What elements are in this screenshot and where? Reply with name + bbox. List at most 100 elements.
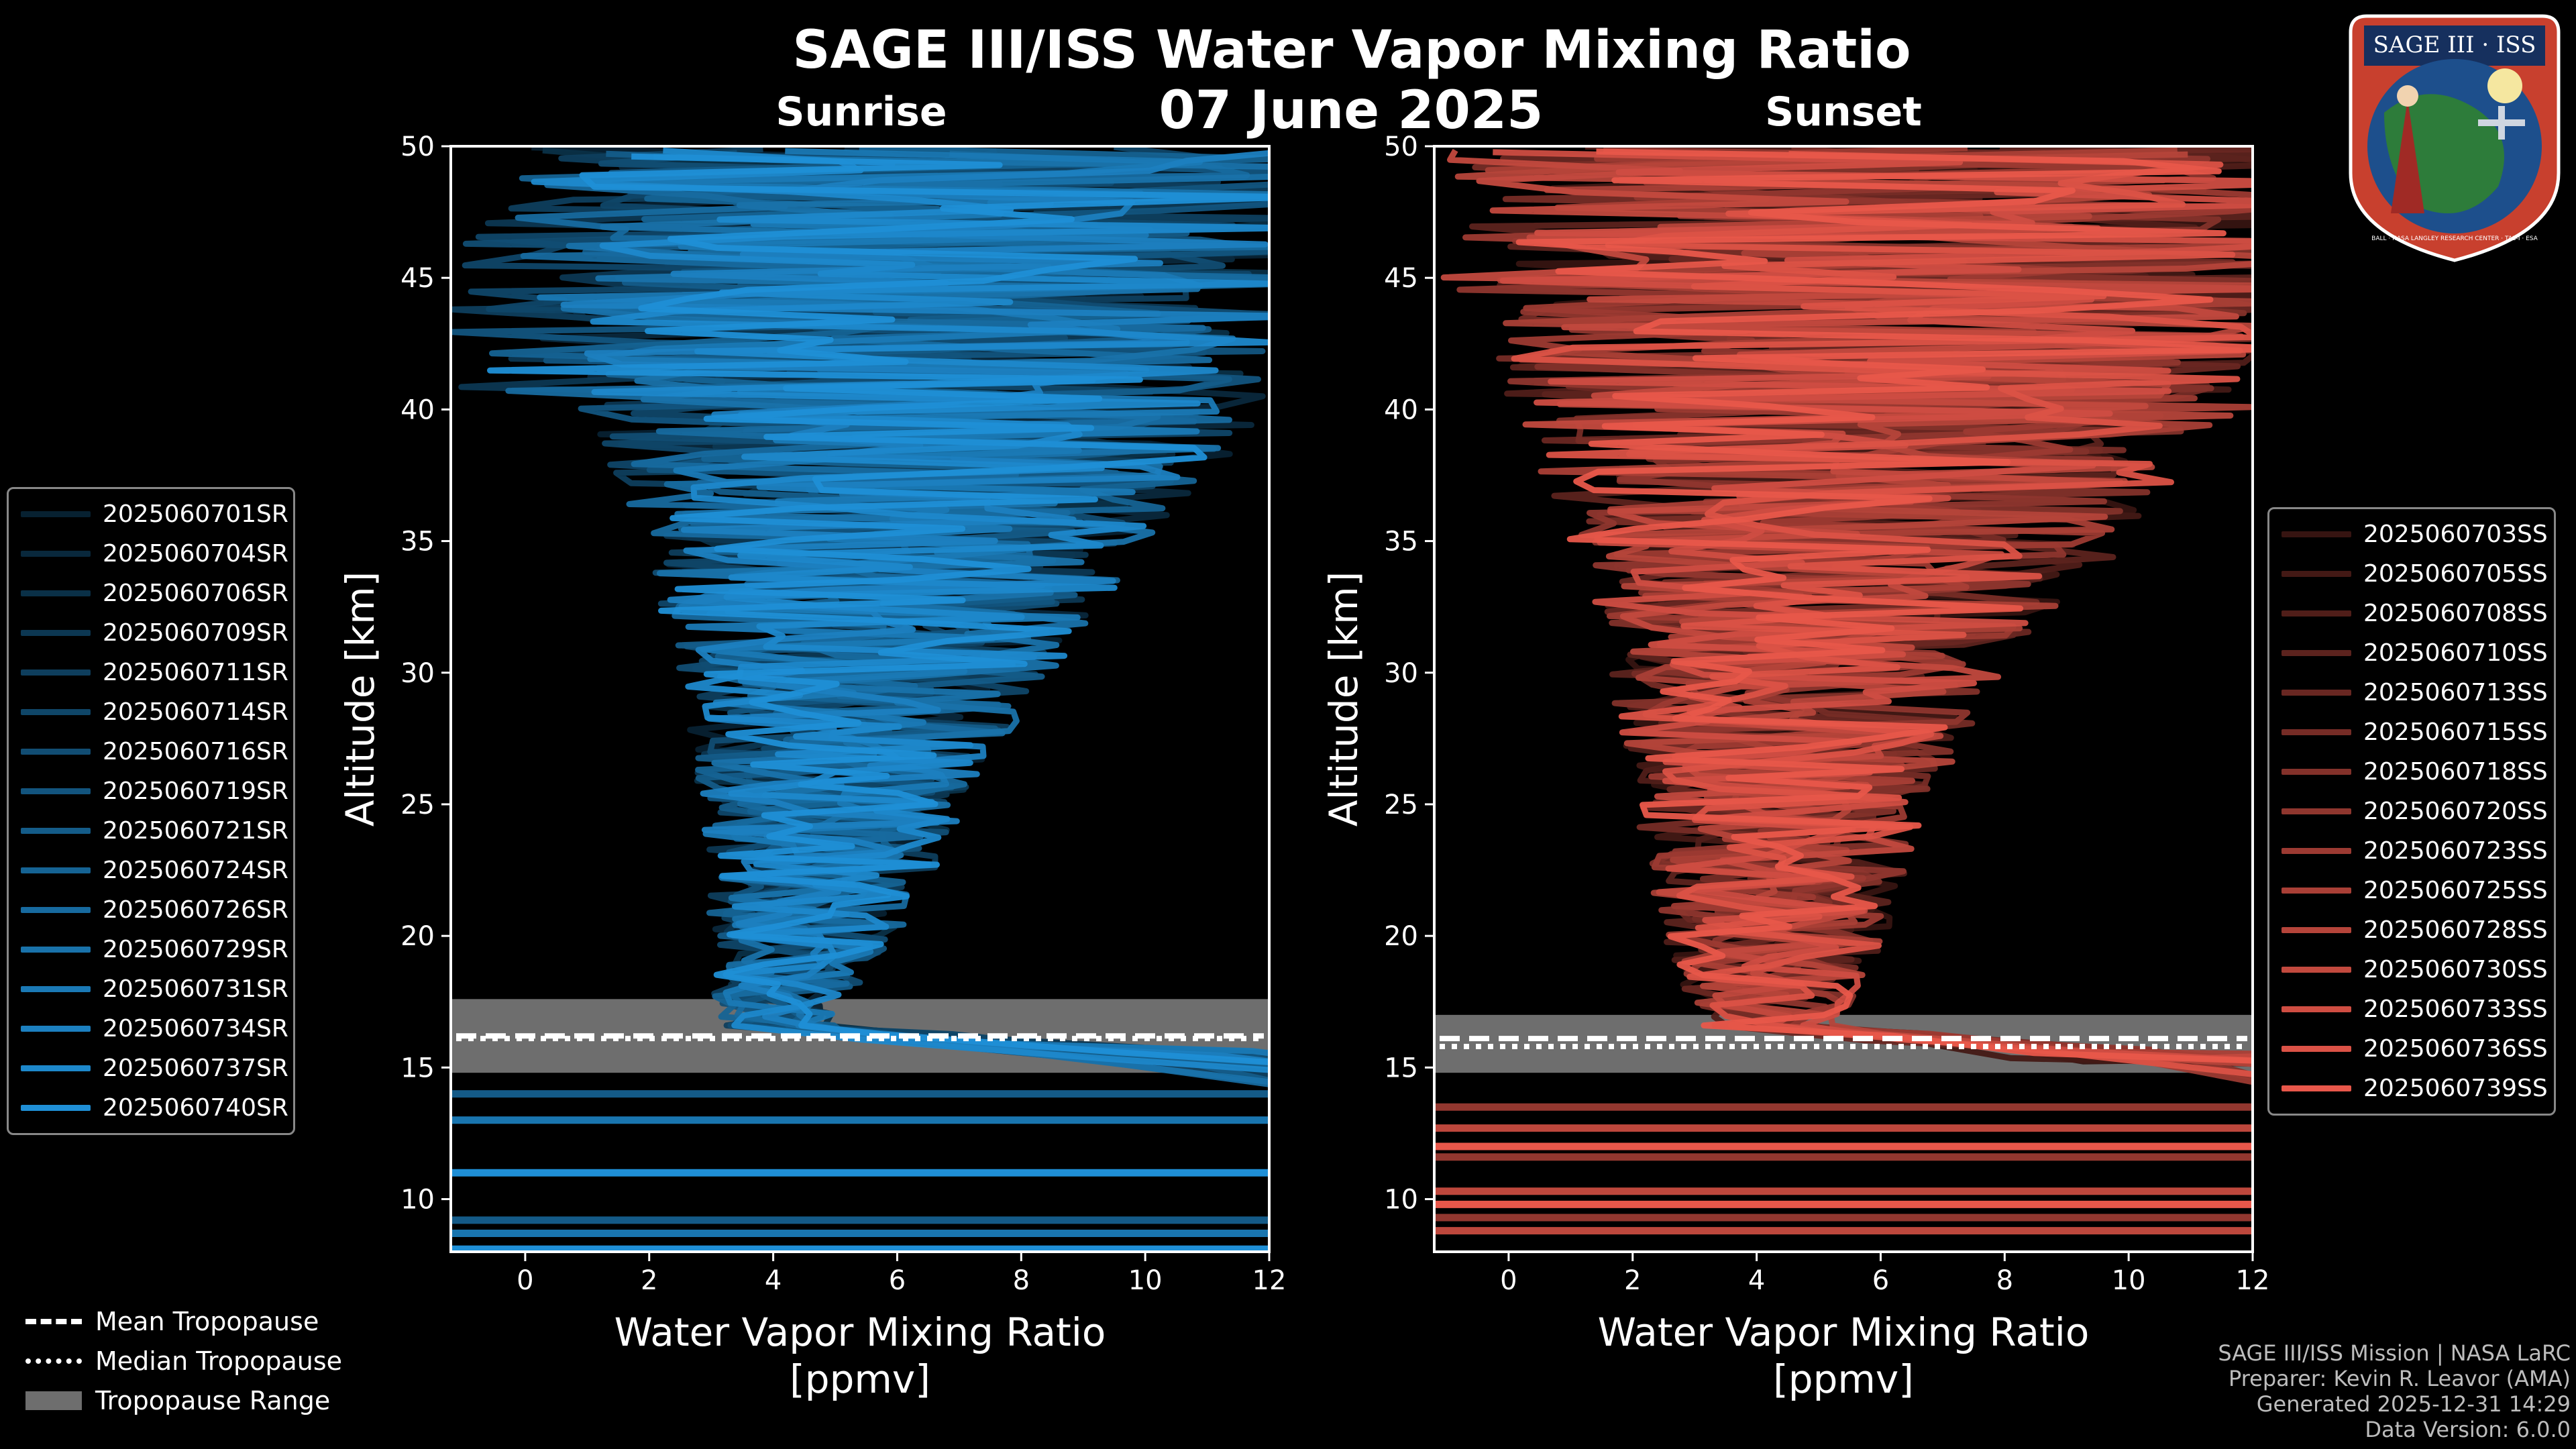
- legend-item: 2025060714SR: [9, 692, 293, 732]
- legend-swatch: [21, 1026, 91, 1032]
- legend-item: 2025060733SS: [2269, 989, 2554, 1029]
- legend-label: Tropopause Range: [95, 1385, 331, 1415]
- panel-sunset: 0 2 4 6 8 10 12 10 15 20 25 30 35 40 45 50 Water Vapor M…: [1321, 131, 2270, 1402]
- legend-tropopause-range: Tropopause Range: [7, 1381, 342, 1420]
- sunrise-legend: 2025060701SR 2025060704SR 2025060706SR 2025…: [7, 487, 295, 1135]
- legend-label: 2025060719SR: [103, 777, 288, 805]
- legend-label: 2025060701SR: [103, 500, 288, 528]
- patch-ring-text: BALL · NASA LANGLEY RESEARCH CENTER · TA…: [2371, 235, 2538, 242]
- legend-item: 2025060718SS: [2269, 752, 2554, 792]
- legend-swatch: [2282, 1085, 2351, 1091]
- legend-label: 2025060720SS: [2363, 798, 2548, 825]
- legend-label: 2025060706SR: [103, 580, 288, 607]
- legend-item: 2025060740SR: [9, 1088, 293, 1128]
- legend-item: 2025060726SR: [9, 890, 293, 930]
- legend-swatch: [2282, 650, 2351, 656]
- legend-swatch: [21, 986, 91, 992]
- legend-label: 2025060726SR: [103, 896, 288, 924]
- legend-swatch: [2282, 769, 2351, 775]
- legend-item: 2025060709SR: [9, 613, 293, 653]
- legend-swatch: [21, 709, 91, 715]
- sunset-legend: 2025060703SS 2025060705SS 2025060708SS 2025…: [2267, 507, 2556, 1116]
- y-axis-label: Altitude [km]: [337, 572, 383, 826]
- legend-item: 2025060737SR: [9, 1049, 293, 1088]
- x-tick-label: 6: [889, 1265, 906, 1296]
- x-tick-label: 8: [1013, 1265, 1030, 1296]
- legend-label: 2025060734SR: [103, 1015, 288, 1042]
- legend-label: 2025060723SS: [2363, 837, 2548, 865]
- legend-swatch: [2282, 1006, 2351, 1012]
- legend-item: 2025060704SR: [9, 534, 293, 574]
- legend-label: 2025060731SR: [103, 975, 288, 1003]
- x-axis-label: Water Vapor Mixing Ratio: [614, 1309, 1106, 1355]
- legend-label: 2025060711SR: [103, 659, 288, 686]
- x-tick-label: 6: [1872, 1265, 1889, 1296]
- legend-item: 2025060723SS: [2269, 831, 2554, 871]
- x-tick-label: 0: [1500, 1265, 1517, 1296]
- legend-swatch: [21, 828, 91, 834]
- legend-swatch: [21, 749, 91, 755]
- dotted-line-swatch: [25, 1358, 82, 1364]
- legend-swatch: [21, 551, 91, 557]
- x-tick-label: 12: [2236, 1265, 2270, 1296]
- patch-mission-text: SAGE III · ISS: [2373, 32, 2536, 58]
- legend-item: 2025060720SS: [2269, 792, 2554, 831]
- chart-date: 07 June 2025: [1159, 80, 1544, 141]
- legend-item: 2025060729SR: [9, 930, 293, 969]
- legend-label: 2025060713SS: [2363, 679, 2548, 706]
- legend-item: 2025060724SR: [9, 851, 293, 890]
- y-tick-label: 10: [400, 1185, 435, 1216]
- plot-frame: [1433, 145, 2254, 1253]
- chart-title: SAGE III/ISS Water Vapor Mixing Ratio: [792, 20, 1911, 80]
- legend-swatch: [2282, 571, 2351, 577]
- footer-line: Generated 2025-12-31 14:29: [2256, 1391, 2571, 1417]
- legend-label: 2025060724SR: [103, 857, 288, 884]
- x-axis-label: [ppmv]: [790, 1356, 930, 1402]
- footer-line: SAGE III/ISS Mission | NASA LaRC: [2218, 1340, 2571, 1366]
- legend-swatch: [21, 1065, 91, 1071]
- legend-item: 2025060708SS: [2269, 594, 2554, 633]
- legend-item: 2025060706SR: [9, 574, 293, 613]
- legend-item: 2025060705SS: [2269, 554, 2554, 594]
- profile-2025060739SS: [1515, 148, 2253, 1064]
- legend-swatch: [2282, 927, 2351, 933]
- y-tick-label: 25: [1384, 790, 1418, 820]
- legend-label: 2025060729SR: [103, 936, 288, 963]
- legend-item: 2025060701SR: [9, 494, 293, 534]
- tropopause-legend: Mean Tropopause Median Tropopause Tropop…: [7, 1301, 342, 1420]
- legend-item: 2025060713SS: [2269, 673, 2554, 712]
- legend-swatch: [2282, 610, 2351, 616]
- dashed-line-swatch: [25, 1318, 82, 1324]
- plot-frame: [449, 145, 1271, 1253]
- legend-swatch: [21, 630, 91, 636]
- legend-label: 2025060737SR: [103, 1055, 288, 1082]
- y-tick-label: 45: [400, 263, 435, 294]
- y-tick-label: 45: [1384, 263, 1418, 294]
- footer-credits: SAGE III/ISS Mission | NASA LaRC Prepare…: [2218, 1340, 2571, 1442]
- y-tick-label: 50: [400, 131, 435, 162]
- legend-swatch: [21, 867, 91, 873]
- legend-label: 2025060708SS: [2363, 600, 2548, 627]
- legend-swatch: [21, 511, 91, 517]
- legend-label: 2025060736SS: [2363, 1035, 2548, 1063]
- legend-label: 2025060703SS: [2363, 521, 2548, 548]
- panel-sunrise: 0 2 4 6 8 10 12 10 15 20 25 30 35 40 45 50 Water Vapor M…: [337, 131, 1286, 1402]
- sunrise-subtitle: Sunrise: [775, 89, 947, 136]
- legend-swatch: [2282, 808, 2351, 814]
- y-tick-label: 15: [400, 1053, 435, 1083]
- y-tick-label: 50: [1384, 131, 1418, 162]
- x-axis-label: [ppmv]: [1773, 1356, 1914, 1402]
- profile-2025060740SR: [487, 153, 1269, 1066]
- profiles-group: [1434, 146, 2253, 1235]
- y-axis-label: Altitude [km]: [1321, 572, 1366, 826]
- profiles-group: [451, 146, 1269, 1252]
- legend-item: 2025060736SS: [2269, 1029, 2554, 1069]
- legend-item: 2025060710SS: [2269, 633, 2554, 673]
- sunset-subtitle: Sunset: [1765, 89, 1922, 136]
- legend-label: 2025060716SR: [103, 738, 288, 765]
- legend-swatch: [21, 1105, 91, 1111]
- legend-median-tropopause: Median Tropopause: [7, 1341, 342, 1381]
- legend-swatch: [2282, 967, 2351, 973]
- x-tick-label: 8: [1996, 1265, 2013, 1296]
- legend-label: 2025060714SR: [103, 698, 288, 726]
